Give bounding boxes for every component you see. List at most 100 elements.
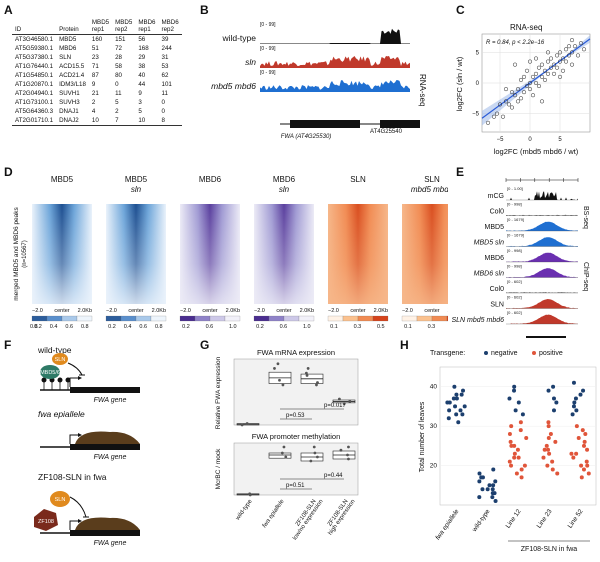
scatter-point — [545, 59, 551, 64]
scatter-point — [533, 56, 539, 61]
table-cell: AT5G64360.3 — [15, 108, 54, 115]
heatmap-x-left: −2.0 — [402, 308, 413, 314]
box-point — [278, 378, 281, 382]
table-cell: 38 — [138, 63, 146, 70]
panel-label-b: B — [200, 3, 209, 17]
table-cell: AT1G20870.1 — [15, 81, 54, 88]
h-point-positive — [518, 428, 523, 433]
table-cell: 4 — [91, 108, 96, 115]
chip-seq-label: ChIP-seq — [582, 262, 589, 291]
h-point-positive — [550, 459, 555, 464]
scatter-point — [485, 120, 491, 125]
h-point-positive — [582, 439, 587, 444]
scatter-point — [539, 62, 545, 67]
heatmap-x-center: center — [424, 308, 439, 314]
chip-track-range: [0 - 1679] — [507, 217, 524, 222]
legend-label: 0.3 — [428, 324, 436, 330]
table-row: AT1G76440.1 ACD15.5 71 58 38 53 — [12, 62, 182, 71]
chip-track-range: [0 - 1.00] — [507, 186, 523, 191]
table-cell: 9 — [138, 90, 142, 97]
chip-track-range: [0 - 602] — [507, 310, 522, 315]
heatmap-x-left: −2.0 — [328, 308, 339, 314]
h-x-label: fwa epiallele — [434, 508, 460, 542]
h-point-negative — [491, 467, 496, 472]
legend-swatch — [209, 315, 226, 322]
scatter-point — [542, 68, 548, 73]
tss-arrow — [69, 434, 80, 444]
x-tick-label: −5 — [497, 137, 505, 143]
table-cell: 160 — [91, 36, 103, 43]
h-point-negative — [512, 384, 517, 389]
legend-swatch — [268, 315, 285, 322]
heatmap-y-n: (n=10567) — [22, 240, 28, 268]
chip-track-label: SLN — [490, 302, 504, 309]
h-point-negative — [490, 495, 495, 500]
h-point-positive — [515, 447, 520, 452]
h-point-positive — [518, 420, 523, 425]
gene-body — [70, 530, 140, 536]
h-point-positive — [579, 475, 584, 480]
h-point-negative — [493, 499, 498, 504]
methyl-lollipop — [65, 377, 71, 383]
h-point-negative — [551, 396, 556, 401]
table-cell: AT2G04940.1 — [15, 90, 54, 97]
h-point-positive — [545, 463, 550, 468]
table-cell: IDM3/L18 — [59, 81, 86, 88]
legend-swatch — [298, 315, 315, 322]
h-point-negative — [490, 487, 495, 492]
h-point-positive — [509, 463, 514, 468]
legend-label: 0.6 — [206, 324, 214, 330]
box-point — [245, 422, 249, 425]
scatter-point — [500, 114, 506, 119]
box-plot-frame — [233, 358, 359, 426]
scatter-point — [545, 50, 551, 55]
legend-label: 1.0 — [229, 324, 237, 330]
panel-h-leaves: Transgene: negative positive 40 30 20 Total nu… — [419, 350, 597, 553]
scatter-point — [563, 59, 569, 64]
scatter-point — [545, 71, 551, 76]
legend-label: 0.4 — [50, 324, 58, 330]
table-cell: 10 — [135, 116, 159, 126]
heatmap-title: MBD5 — [125, 175, 148, 184]
legend-swatch — [372, 315, 389, 322]
heatmap-x-left: −2.0 — [32, 308, 43, 314]
legend-swatch — [61, 315, 78, 322]
track-range: [0 - 99] — [260, 22, 276, 28]
h-point-positive — [507, 432, 512, 437]
scatter-point — [515, 87, 521, 92]
legend-label: 0.2 — [182, 324, 190, 330]
panel-label-g: G — [200, 338, 210, 352]
heatmap-x-right: 2.0Kb — [226, 308, 240, 314]
legend-swatch — [342, 315, 359, 322]
table-cell: DNAJ2 — [56, 116, 89, 126]
scatter-point — [557, 59, 563, 64]
scatter-point — [530, 74, 536, 79]
h-y-label: Total number of leaves — [419, 401, 426, 472]
y-axis-label: log2FC (sln / wt) — [455, 56, 464, 111]
legend-swatch — [401, 315, 418, 322]
h-x-label: wild-type — [471, 508, 492, 534]
panel-f-fwa-title: fwa epiallele — [38, 409, 85, 419]
panel-label-c: C — [456, 3, 465, 17]
legend-neg-label: negative — [491, 350, 518, 357]
panel-label-f: F — [4, 338, 12, 352]
h-point-positive — [581, 443, 586, 448]
h-point-positive — [524, 435, 529, 440]
tss-arrowhead — [78, 519, 82, 523]
table-row: AT2G04940.1 SUVH1 21 11 9 11 — [12, 89, 182, 98]
table-cell: 28 — [115, 54, 122, 61]
h-x-label: Line 23 — [536, 508, 554, 530]
h-point-negative — [447, 400, 452, 405]
scatter-point — [551, 71, 557, 76]
h-point-positive — [514, 471, 519, 476]
gene-label: FWA gene — [94, 397, 127, 404]
table-cell: 62 — [161, 72, 169, 79]
y-tick-label: −5 — [472, 112, 480, 118]
h-y-tick: 40 — [430, 384, 438, 391]
track-label: wild-type — [221, 33, 256, 43]
box-point — [347, 445, 350, 449]
tss-arrowhead — [78, 376, 82, 380]
h-point-positive — [546, 420, 551, 425]
heatmap-x-center: center — [54, 308, 69, 314]
h-point-negative — [454, 396, 459, 401]
